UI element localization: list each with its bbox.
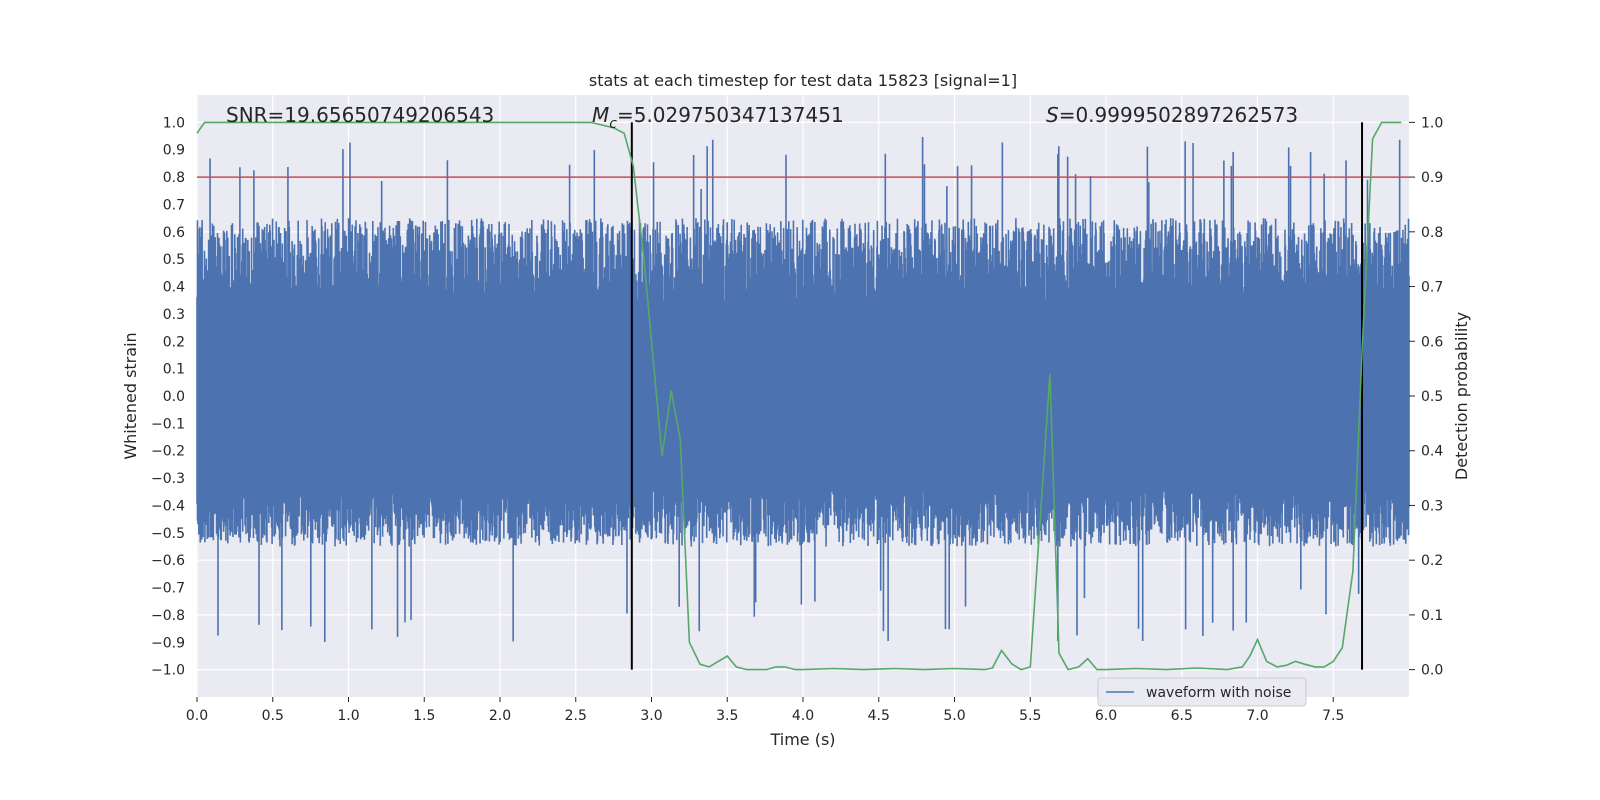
y-left-tick-label: 0.5 — [163, 252, 185, 268]
legend-box — [1097, 677, 1307, 707]
x-tick-label: 6.5 — [1171, 708, 1193, 724]
chirp-mass-annotation: Mc=5.029750347137451 — [592, 103, 844, 132]
x-tick-label: 1.5 — [413, 708, 435, 724]
x-tick-label: 1.0 — [337, 708, 359, 724]
snr-annotation: SNR=19.65650749206543 — [226, 103, 494, 127]
overlay-lines — [196, 121, 1409, 671]
y-left-tick-label: −0.2 — [151, 444, 185, 460]
y-left-tick-label: 1.0 — [163, 115, 185, 131]
x-tick-label: 3.0 — [640, 708, 662, 724]
waveform-series — [196, 136, 1410, 642]
x-tick-label: 2.5 — [565, 708, 587, 724]
y-right-tick-label: 0.3 — [1421, 498, 1443, 514]
x-tick-label: 3.5 — [716, 708, 738, 724]
axes: 0.0 0.5 1.0 1.5 2.0 2.5 3.0 3.5 4.0 4.5 5.0 5.5 6.0 6… — [151, 115, 1443, 724]
y-right-tick-label: 0.1 — [1421, 608, 1443, 624]
x-axis-label: Time (s) — [769, 730, 835, 749]
chart-title: stats at each timestep for test data 158… — [589, 71, 1017, 90]
mc-value: =5.029750347137451 — [617, 103, 844, 127]
x-tick-label: 0.5 — [262, 708, 284, 724]
x-tick-label: 5.5 — [1019, 708, 1041, 724]
y-right-tick-label: 0.5 — [1421, 389, 1443, 405]
y-left-tick-label: −0.1 — [151, 416, 185, 432]
y-right-tick-label: 0.2 — [1421, 553, 1443, 569]
y-right-tick-label: 0.0 — [1421, 663, 1443, 679]
x-tick-label: 2.0 — [489, 708, 511, 724]
y-left-tick-label: −0.6 — [151, 553, 185, 569]
x-tick-label: 7.5 — [1322, 708, 1344, 724]
x-tick-label: 7.0 — [1246, 708, 1268, 724]
y-left-tick-label: 0.0 — [163, 389, 185, 405]
x-tick-label: 6.0 — [1095, 708, 1117, 724]
y-right-tick-label: 0.8 — [1421, 225, 1443, 241]
y-left-tick-label: 0.7 — [163, 197, 185, 213]
x-tick-label: 0.0 — [186, 708, 208, 724]
y-axis-right-label: Detection probability — [1452, 312, 1471, 480]
y-left-tick-label: −0.3 — [151, 471, 185, 487]
waveform-core — [198, 300, 1408, 492]
y-left-tick-label: 0.4 — [163, 280, 185, 296]
x-tick-label: 5.0 — [943, 708, 965, 724]
legend-label-waveform: waveform with noise — [1146, 685, 1291, 701]
y-left-tick-label: −1.0 — [151, 663, 185, 679]
y-left-tick-label: 0.3 — [163, 307, 185, 323]
y-left-tick-label: −0.8 — [151, 608, 185, 624]
y-right-tick-label: 0.6 — [1421, 334, 1443, 350]
y-left-tick-label: 0.2 — [163, 334, 185, 350]
mc-subscript: c — [609, 116, 617, 132]
y-left-tick-label: −0.9 — [151, 635, 185, 651]
y-right-tick-label: 0.4 — [1421, 444, 1443, 460]
y-left-tick-label: −0.4 — [151, 498, 185, 514]
y-axis-left-label: Whitened strain — [121, 332, 140, 459]
y-right-tick-label: 0.9 — [1421, 170, 1443, 186]
x-tick-label: 4.5 — [868, 708, 890, 724]
y-left-tick-label: 0.9 — [163, 143, 185, 159]
y-right-tick-label: 0.7 — [1421, 280, 1443, 296]
mc-symbol: M — [592, 103, 609, 127]
legend: waveform with noise — [1097, 677, 1307, 707]
y-left-tick-label: −0.7 — [151, 581, 185, 597]
x-tick-label: 4.0 — [792, 708, 814, 724]
y-right-tick-label: 1.0 — [1421, 115, 1443, 131]
detection-probability-line — [196, 121, 1402, 671]
y-left-tick-label: 0.1 — [163, 362, 185, 378]
significance-annotation: S=0.9999502897262573 — [1046, 103, 1298, 127]
s-value: =0.9999502897262573 — [1059, 103, 1298, 127]
y-left-tick-label: 0.8 — [163, 170, 185, 186]
y-left-tick-label: 0.6 — [163, 225, 185, 241]
y-left-tick-label: −0.5 — [151, 526, 185, 542]
s-symbol: S — [1046, 103, 1059, 127]
